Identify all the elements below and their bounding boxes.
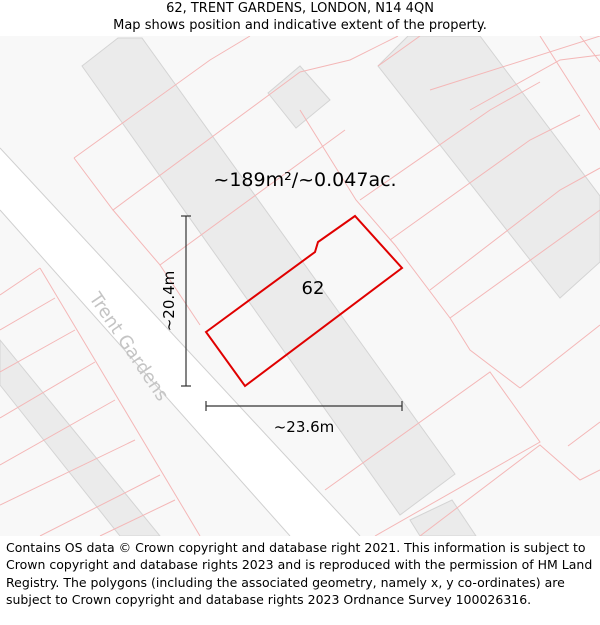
road-trent-gardens bbox=[0, 147, 361, 536]
height-dimension-label: ~20.4m bbox=[160, 271, 178, 332]
property-outline-62[interactable] bbox=[204, 214, 404, 388]
property-map[interactable]: ~189m²/~0.047ac. 62 Trent Gardens ~20.4m… bbox=[0, 36, 600, 536]
building-footprints bbox=[0, 36, 600, 536]
copyright-attribution: Contains OS data © Crown copyright and d… bbox=[6, 540, 593, 608]
area-label: ~189m²/~0.047ac. bbox=[213, 169, 396, 191]
map-description: Map shows position and indicative extent… bbox=[113, 18, 487, 33]
width-dimension-label: ~23.6m bbox=[274, 418, 335, 436]
width-dimension-line bbox=[205, 401, 403, 411]
map-header: 62, TRENT GARDENS, LONDON, N14 4QN Map s… bbox=[0, 0, 600, 36]
property-address-title: 62, TRENT GARDENS, LONDON, N14 4QN bbox=[166, 1, 434, 16]
height-dimension-line bbox=[181, 215, 191, 387]
parcel-boundaries bbox=[0, 36, 600, 536]
plot-number-label: 62 bbox=[302, 278, 325, 299]
